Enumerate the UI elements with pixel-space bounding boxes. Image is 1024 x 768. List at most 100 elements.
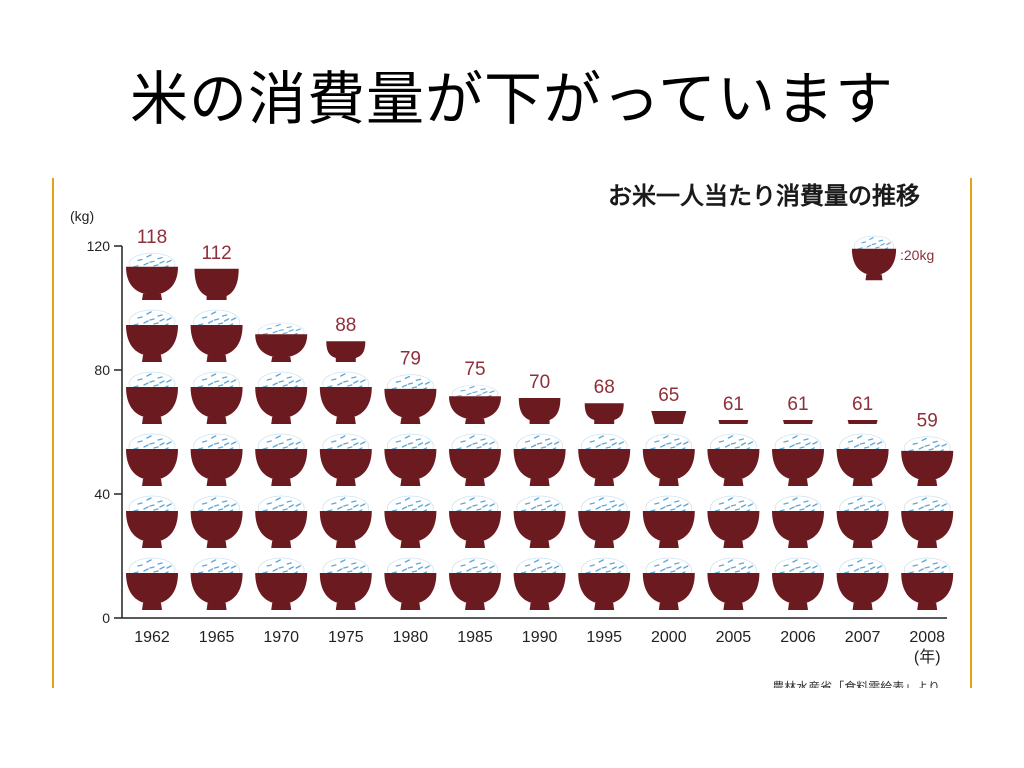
chart-title: お米一人当たり消費量の推移: [608, 182, 920, 210]
rice-bowl-icon: [255, 433, 308, 486]
rice-bowl-icon: [319, 557, 372, 610]
x-tick-label: 1980: [393, 629, 429, 646]
bar-1995: 68: [578, 377, 631, 610]
rice-bowl-icon: [190, 495, 243, 548]
rice-bowl-icon: [449, 433, 501, 486]
rice-bowl-icon: [190, 309, 243, 362]
rice-bowl-icon: [901, 557, 954, 610]
rice-bowl-icon: [578, 433, 631, 486]
value-label: 112: [201, 243, 231, 264]
bar-2008: 59: [901, 411, 954, 610]
rice-bowl-icon: [836, 433, 889, 486]
x-axis-unit-label: (年): [914, 648, 941, 666]
legend-label: :20kg: [900, 247, 934, 263]
rice-bowl-icon-partial: [847, 420, 878, 424]
x-tick-label: 1970: [263, 629, 299, 646]
rice-bowl-icon-partial: [783, 420, 813, 424]
rice-bowl-icon: [772, 557, 824, 610]
rice-bowl-icon: [384, 495, 437, 548]
value-label: 61: [723, 394, 744, 415]
rice-bowl-icon: [578, 495, 631, 548]
rice-bowl-icon: [126, 495, 178, 548]
value-label: 118: [137, 227, 167, 248]
value-label: 68: [594, 377, 615, 398]
value-label: 79: [400, 349, 421, 370]
y-axis-unit-label: (kg): [70, 208, 94, 224]
x-tick-label: 1975: [328, 629, 364, 646]
value-label: 88: [335, 315, 356, 336]
x-tick-label: 1990: [522, 629, 558, 646]
y-axis: 0 40 80 120: [87, 238, 947, 626]
rice-bowl-icon: [190, 433, 243, 486]
rice-bowl-icon-partial: [651, 411, 687, 424]
bar-2000: 65: [642, 385, 695, 610]
rice-bowl-icon-partial: [901, 436, 954, 486]
x-tick-label: 2000: [651, 629, 687, 646]
bar-2005: 61: [707, 394, 760, 610]
rice-bowl-icon: [126, 433, 178, 486]
value-label: 59: [917, 411, 938, 432]
value-label: 61: [852, 394, 873, 415]
rice-bowl-icon: [772, 495, 824, 548]
bar-1970: [255, 322, 308, 610]
frame-edge-left: [52, 178, 54, 688]
rice-bowl-icon: [707, 495, 760, 548]
rice-bowl-icon: [642, 433, 695, 486]
x-tick-label: 1995: [586, 629, 622, 646]
rice-bowl-icon: [384, 433, 437, 486]
x-tick-label: 2007: [845, 629, 881, 646]
y-tick-label: 40: [94, 486, 110, 502]
rice-bowl-icon: [319, 433, 372, 486]
rice-bowl-icon: [255, 495, 308, 548]
rice-bowl-icon: [642, 557, 695, 610]
y-tick-label: 80: [94, 362, 110, 378]
rice-bowl-icon-partial: [326, 341, 366, 362]
legend: :20kg: [851, 235, 934, 281]
rice-bowl-icon-partial: [518, 398, 561, 424]
value-label: 75: [464, 359, 485, 380]
rice-bowl-icon-partial: [126, 252, 178, 300]
rice-bowl-icon: [836, 557, 889, 610]
rice-bowl-icon: [449, 495, 501, 548]
rice-bowl-icon: [836, 495, 889, 548]
rice-bowl-icon: [126, 557, 178, 610]
rice-bowl-icon: [190, 371, 243, 424]
rice-bowl-icon: [319, 495, 372, 548]
rice-bowl-icon-partial: [584, 403, 624, 424]
rice-bowl-icon: [126, 309, 178, 362]
rice-bowl-icon: [772, 433, 824, 486]
rice-bowl-icon-partial: [718, 420, 749, 424]
x-tick-label: 2006: [780, 629, 816, 646]
rice-bowl-icon: [190, 557, 243, 610]
rice-bowl-icon-partial: [255, 322, 308, 362]
rice-bowl-icon-partial: [194, 268, 239, 300]
rice-bowl-icon: [513, 557, 566, 610]
rice-bowl-icon-partial: [384, 374, 437, 424]
rice-bowl-icon: [513, 433, 566, 486]
x-tick-label: 1965: [199, 629, 235, 646]
rice-bowl-icon: [578, 557, 631, 610]
source-note: 農林水産省「食料需給表」より: [772, 679, 940, 688]
x-tick-label: 2005: [716, 629, 752, 646]
bar-1965: 112: [190, 243, 243, 610]
rice-bowl-icon: [255, 371, 308, 424]
rice-bowl-icon: [319, 371, 372, 424]
bar-2007: 61: [836, 394, 889, 610]
y-tick-label: 0: [102, 610, 110, 626]
value-label: 65: [658, 385, 679, 406]
bar-1975: 88: [319, 315, 372, 610]
x-tick-label: 2008: [909, 629, 945, 646]
value-label: 70: [529, 372, 550, 393]
value-label: 61: [787, 394, 808, 415]
rice-bowl-icon: [384, 557, 437, 610]
y-tick-label: 120: [87, 238, 111, 254]
chart-panel: お米一人当たり消費量の推移 (kg) 農林水産省「食料需給表」より :20kg …: [52, 178, 972, 688]
rice-bowl-icon: [901, 495, 954, 548]
rice-bowl-icon: [449, 557, 501, 610]
bar-1962: 118: [126, 227, 178, 610]
bar-2006: 61: [772, 394, 824, 610]
x-tick-label: 1985: [457, 629, 493, 646]
rice-bowl-icon: [513, 495, 566, 548]
rice-bowl-icon: [126, 371, 178, 424]
bar-1990: 70: [513, 372, 566, 610]
